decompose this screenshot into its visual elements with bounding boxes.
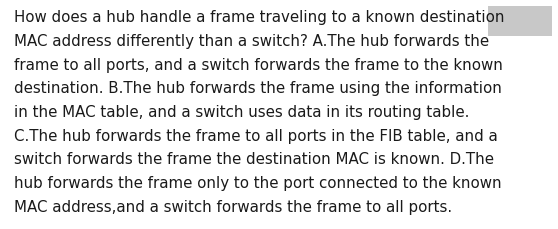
Text: MAC address,and a switch forwards the frame to all ports.: MAC address,and a switch forwards the fr…: [14, 199, 452, 214]
Text: How does a hub handle a frame traveling to a known destination: How does a hub handle a frame traveling …: [14, 10, 504, 25]
FancyBboxPatch shape: [488, 7, 552, 37]
Text: in the MAC table, and a switch uses data in its routing table.: in the MAC table, and a switch uses data…: [14, 105, 469, 120]
Text: C.The hub forwards the frame to all ports in the FIB table, and a: C.The hub forwards the frame to all port…: [14, 128, 498, 143]
Text: frame to all ports, and a switch forwards the frame to the known: frame to all ports, and a switch forward…: [14, 57, 503, 72]
Text: destination. B.The hub forwards the frame using the information: destination. B.The hub forwards the fram…: [14, 81, 502, 96]
Text: hub forwards the frame only to the port connected to the known: hub forwards the frame only to the port …: [14, 175, 502, 190]
Text: switch forwards the frame the destination MAC is known. D.The: switch forwards the frame the destinatio…: [14, 152, 494, 167]
Text: MAC address differently than a switch? A.The hub forwards the: MAC address differently than a switch? A…: [14, 34, 489, 49]
